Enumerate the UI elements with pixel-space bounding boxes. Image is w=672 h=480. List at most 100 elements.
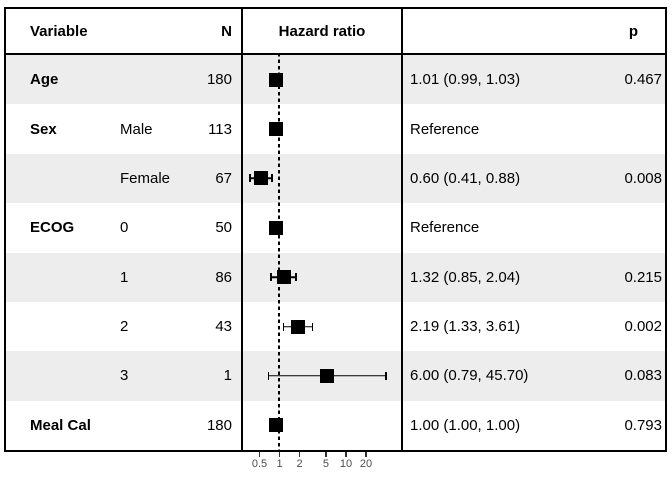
axis-tick [345,452,347,457]
row-label-cell: Age 180 [6,55,241,104]
row-estimate-cell: 1.00 (1.00, 1.00) 0.793 [403,401,665,450]
header-label-cell: Variable N [6,23,241,40]
row-estimate-cell: 0.60 (0.41, 0.88) 0.008 [403,154,665,203]
axis-tick-label: 1 [276,458,283,470]
row-n: 113 [208,120,232,138]
row-level: 3 [120,367,129,385]
row-label-cell: Sex Male 113 [6,104,241,153]
hazard-ratio-marker [276,270,291,285]
table-row: Meal Cal 180 1.00 (1.00, 1.00) 0.793 [6,400,665,450]
row-estimate-cell: 1.01 (0.99, 1.03) 0.467 [403,55,665,104]
row-estimate: 1.01 (0.99, 1.03) [410,71,521,89]
ci-cap [295,273,297,282]
table-row: Age 180 1.01 (0.99, 1.03) 0.467 [6,55,665,105]
row-estimate: Reference [410,120,480,138]
row-label-cell: 3 1 [6,351,241,400]
axis-tick-label: 0.5 [251,458,268,470]
row-label-cell: 1 86 [6,253,241,302]
x-axis: 0.5 1 2 5 10 20 [247,452,405,478]
row-estimate: 0.60 (0.41, 0.88) [410,169,521,187]
row-estimate-cell: Reference [403,104,665,153]
row-n: 180 [206,71,232,89]
row-label-cell: Female 67 [6,154,241,203]
header-n: N [221,22,232,40]
row-n: 1 [223,367,232,385]
row-level: 0 [120,219,129,237]
forest-plot-cell [241,104,403,154]
forest-plot-cell [241,301,403,352]
table-row: Sex Male 113 Reference [6,104,665,154]
row-label-cell: 2 43 [6,302,241,351]
table-row: 3 1 6.00 (0.79, 45.70) 0.083 [6,351,665,401]
hazard-ratio-marker [253,171,268,186]
ci-cap [267,371,270,380]
row-variable: Sex [30,120,57,138]
header-hazard-ratio: Hazard ratio [241,9,403,53]
table-row: 2 43 2.19 (1.33, 3.61) 0.002 [6,301,665,352]
row-estimate-cell: 2.19 (1.33, 3.61) 0.002 [403,302,665,351]
row-n: 180 [206,416,232,434]
ci-cap [249,174,251,183]
row-estimate-cell: 6.00 (0.79, 45.70) 0.083 [403,351,665,400]
hazard-ratio-marker [268,220,283,235]
axis-tick [298,452,301,457]
forest-table: Variable N Hazard ratio p Age 180 1.01 (… [4,7,667,452]
forest-plot-cell [241,351,403,401]
row-n: 67 [215,169,232,187]
ci-cap [270,273,272,282]
table-body: Age 180 1.01 (0.99, 1.03) 0.467 Sex Male… [6,55,665,450]
axis-tick [258,452,261,457]
forest-plot-cell [241,203,403,253]
row-n: 50 [215,219,232,237]
row-estimate-cell: Reference [403,203,665,252]
row-p-value: 0.002 [624,318,662,336]
ci-cap [271,174,273,183]
row-estimate: 1.00 (1.00, 1.00) [410,416,521,434]
table-header-row: Variable N Hazard ratio p [6,9,665,55]
forest-plot-cell [241,153,403,204]
axis-tick [365,452,367,457]
axis-tick [325,452,327,457]
row-variable: Age [30,71,59,89]
row-level: Female [120,169,171,187]
axis-tick-label: 2 [296,458,303,470]
row-variable: ECOG [30,219,75,237]
row-level: Male [120,120,153,138]
table-row: ECOG 0 50 Reference [6,203,665,253]
row-estimate: 2.19 (1.33, 3.61) [410,318,521,336]
row-p-value: 0.793 [624,416,662,434]
ci-cap [311,322,314,331]
table-row: Female 67 0.60 (0.41, 0.88) 0.008 [6,153,665,204]
axis-tick-label: 10 [339,458,353,470]
row-p-value: 0.215 [624,268,662,286]
axis-tick-label: 20 [359,458,373,470]
row-p-value: 0.008 [624,169,662,187]
hazard-ratio-marker [320,368,335,383]
row-p-value: 0.467 [624,71,662,89]
ci-cap [385,371,387,380]
hazard-ratio-marker [268,72,283,87]
row-estimate: 1.32 (0.85, 2.04) [410,268,521,286]
hazard-ratio-marker [291,319,306,334]
row-label-cell: Meal Cal 180 [6,401,241,450]
axis-tick [278,452,281,457]
row-n: 43 [215,318,232,336]
forest-plot-cell [241,252,403,302]
forest-plot-cell [241,400,403,450]
row-level: 2 [120,318,129,336]
header-p: p [628,22,638,40]
row-p-value: 0.083 [624,367,662,385]
row-estimate: Reference [410,219,480,237]
axis-tick-label: 5 [322,458,330,470]
row-estimate: 6.00 (0.79, 45.70) [410,367,529,385]
row-level: 1 [120,268,129,286]
table-row: 1 86 1.32 (0.85, 2.04) 0.215 [6,252,665,302]
hazard-ratio-marker [268,418,283,433]
row-label-cell: ECOG 0 50 [6,203,241,252]
ci-cap [282,322,285,331]
forest-plot-cell [241,55,403,105]
hazard-ratio-marker [268,122,283,137]
row-variable: Meal Cal [30,416,91,434]
row-n: 86 [215,268,232,286]
